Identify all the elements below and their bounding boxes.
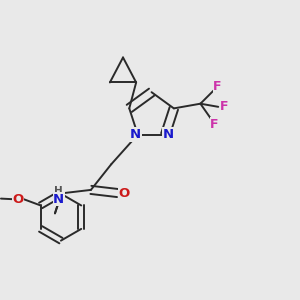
Text: O: O — [13, 193, 24, 206]
Text: F: F — [213, 80, 222, 93]
Text: N: N — [130, 128, 141, 141]
Text: N: N — [162, 128, 173, 141]
Text: H: H — [54, 187, 63, 196]
Text: N: N — [53, 193, 64, 206]
Text: F: F — [210, 118, 219, 130]
Text: F: F — [220, 100, 229, 113]
Text: O: O — [119, 187, 130, 200]
